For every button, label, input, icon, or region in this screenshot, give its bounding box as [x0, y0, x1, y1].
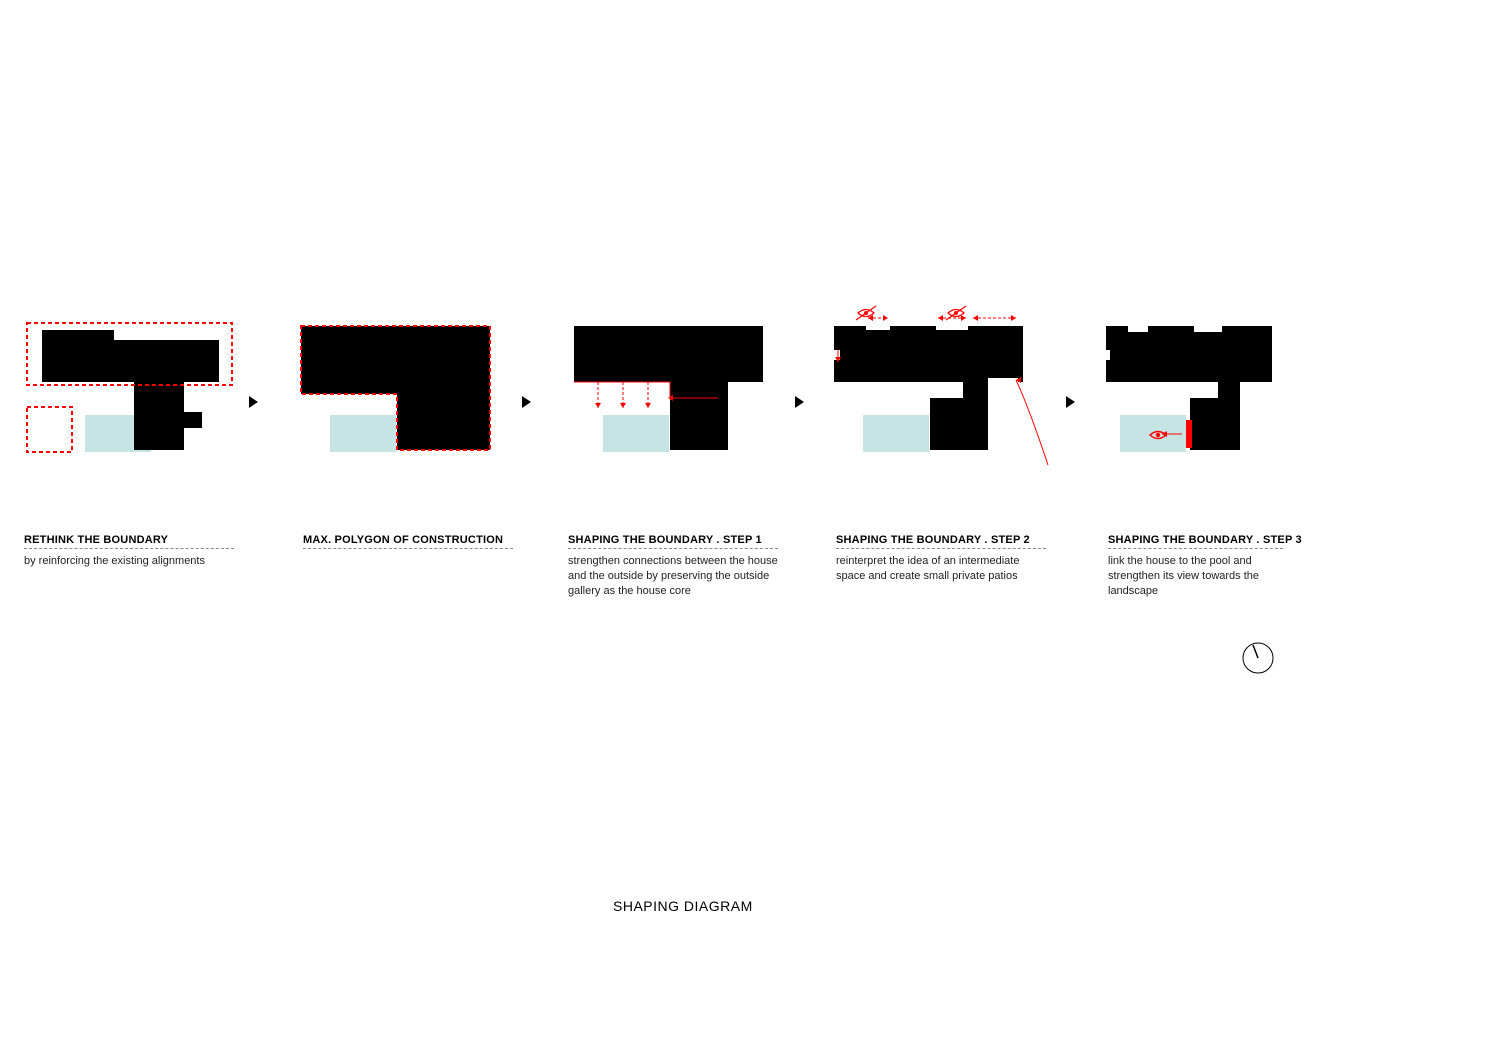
shaping-step-3 — [568, 320, 778, 470]
step-heading: RETHINK THE BOUNDARY — [24, 534, 168, 546]
step-arrow-icon — [795, 396, 804, 408]
divider — [303, 548, 513, 549]
shaping-step-4 — [828, 300, 1058, 480]
step-description: link the house to the pool and strengthe… — [1108, 554, 1283, 599]
diagram-title: SHAPING DIAGRAM — [613, 898, 753, 914]
shaping-step-1 — [24, 320, 234, 470]
step-arrow-icon — [249, 396, 258, 408]
step-heading: MAX. POLYGON OF CONSTRUCTION — [303, 534, 503, 546]
step-description: reinterpret the idea of an intermediate … — [836, 554, 1046, 584]
divider — [24, 548, 234, 549]
shaping-step-5 — [1100, 320, 1285, 470]
step-heading: SHAPING THE BOUNDARY . STEP 2 — [836, 534, 1030, 546]
north-compass-icon — [1240, 640, 1276, 681]
step-heading: SHAPING THE BOUNDARY . STEP 3 — [1108, 534, 1302, 546]
divider — [568, 548, 778, 549]
divider — [836, 548, 1046, 549]
step-arrow-icon — [522, 396, 531, 408]
step-description: by reinforcing the existing alignments — [24, 554, 234, 569]
step-heading: SHAPING THE BOUNDARY . STEP 1 — [568, 534, 762, 546]
shaping-step-2 — [295, 320, 505, 470]
divider — [1108, 548, 1283, 549]
step-arrow-icon — [1066, 396, 1075, 408]
step-description: strengthen connections between the house… — [568, 554, 778, 599]
